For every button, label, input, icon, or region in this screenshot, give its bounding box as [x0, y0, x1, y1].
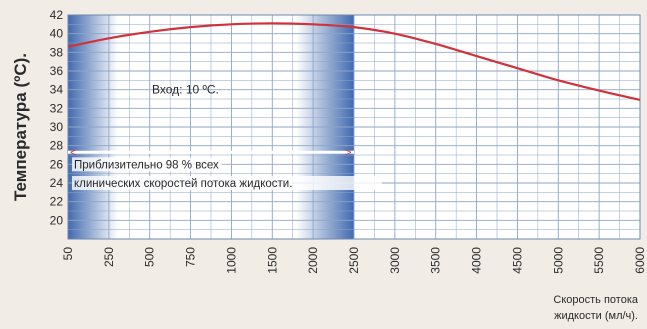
range-arrow-right: > [345, 147, 351, 159]
y-tick-label: 28 [50, 139, 64, 153]
x-tick-label: 50 [61, 247, 75, 261]
x-tick-label: 4000 [470, 247, 484, 274]
x-axis-title-line: жидкости (мл/ч). [554, 310, 638, 322]
y-tick-label: 42 [50, 8, 64, 22]
y-axis-title: Температура (ºC). [11, 53, 30, 201]
inlet-temperature-label: Вход: 10 ºC. [152, 83, 219, 97]
x-tick-label: 1500 [265, 247, 279, 274]
x-tick-label: 5500 [592, 247, 606, 274]
x-tick-label: 500 [143, 247, 157, 267]
x-tick-label: 5000 [551, 247, 565, 274]
y-tick-label: 38 [50, 45, 64, 59]
range-note-line: клинических скоростей потока жидкости. [74, 178, 292, 190]
x-axis-title-line: Скорость потока [553, 294, 638, 306]
y-tick-label: 22 [50, 195, 64, 209]
x-tick-label: 3500 [429, 247, 443, 274]
x-tick-label: 3000 [388, 247, 402, 274]
x-tick-label: 750 [184, 247, 198, 267]
y-tick-label: 32 [50, 101, 64, 115]
y-tick-label: 30 [50, 120, 64, 134]
x-tick-label: 2000 [306, 247, 320, 274]
x-tick-label: 6000 [633, 247, 647, 274]
y-tick-label: 40 [50, 27, 64, 41]
y-tick-label: 34 [50, 83, 64, 97]
range-note-line: Приблизительно 98 % всех [74, 159, 219, 171]
x-tick-label: 2500 [347, 247, 361, 274]
y-tick-label: 20 [50, 213, 64, 227]
x-tick-label: 1000 [224, 247, 238, 274]
x-tick-label: 4500 [510, 247, 524, 274]
y-tick-label: 36 [50, 64, 64, 78]
x-tick-label: 250 [102, 247, 116, 267]
y-tick-label: 26 [50, 157, 64, 171]
y-tick-label: 24 [50, 176, 64, 190]
